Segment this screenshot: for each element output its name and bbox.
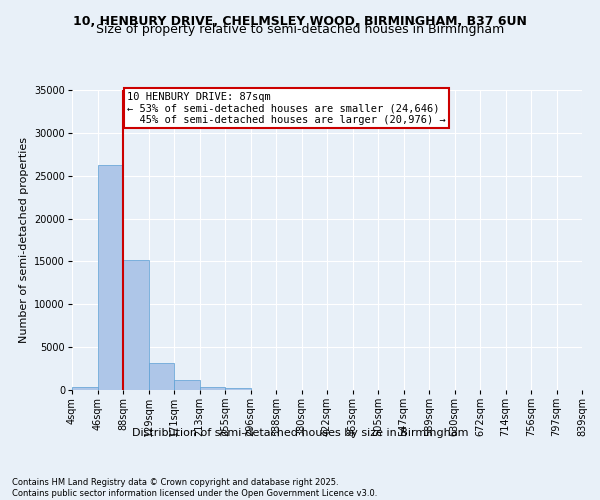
Bar <box>97 164 123 390</box>
Text: Distribution of semi-detached houses by size in Birmingham: Distribution of semi-detached houses by … <box>132 428 468 438</box>
Bar <box>225 388 251 390</box>
Text: 10 HENBURY DRIVE: 87sqm
← 53% of semi-detached houses are smaller (24,646)
  45%: 10 HENBURY DRIVE: 87sqm ← 53% of semi-de… <box>127 92 446 124</box>
Text: 10, HENBURY DRIVE, CHELMSLEY WOOD, BIRMINGHAM, B37 6UN: 10, HENBURY DRIVE, CHELMSLEY WOOD, BIRMI… <box>73 15 527 28</box>
Bar <box>174 380 199 390</box>
Text: Contains HM Land Registry data © Crown copyright and database right 2025.
Contai: Contains HM Land Registry data © Crown c… <box>12 478 377 498</box>
Text: Size of property relative to semi-detached houses in Birmingham: Size of property relative to semi-detach… <box>96 22 504 36</box>
Bar <box>72 387 97 390</box>
Bar <box>149 362 174 390</box>
Bar <box>199 386 225 390</box>
Bar <box>123 260 149 390</box>
Y-axis label: Number of semi-detached properties: Number of semi-detached properties <box>19 137 29 343</box>
